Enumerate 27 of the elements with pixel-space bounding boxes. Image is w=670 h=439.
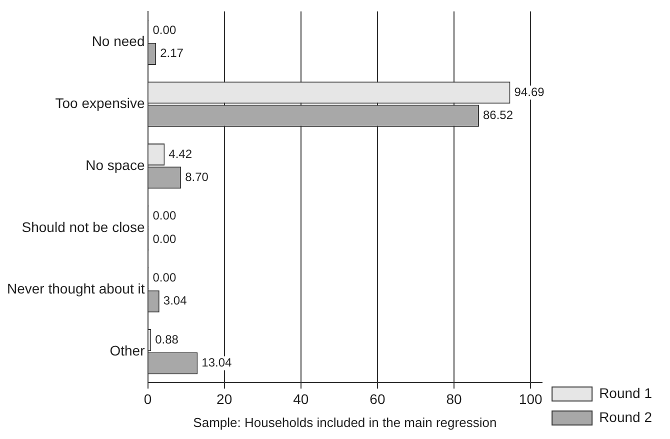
data-label: 2.17: [160, 46, 184, 60]
data-label: 0.00: [152, 208, 176, 223]
data-label: 86.52: [482, 108, 514, 122]
data-label: 94.69: [514, 84, 545, 99]
legend-label: Round 2: [599, 408, 652, 425]
legend-label: Round 1: [599, 384, 652, 401]
x-tick-label: 60: [370, 390, 386, 407]
y-tick-label: Too expensive: [55, 95, 145, 112]
y-tick-label: No space: [86, 156, 145, 173]
data-label: 8.70: [185, 170, 209, 184]
y-tick-label: No need: [92, 33, 145, 50]
data-label: 0.00: [152, 23, 176, 38]
y-tick-label: Should not be close: [22, 218, 145, 235]
x-axis-title: Sample: Households included in the main regression: [193, 414, 497, 430]
data-label: 4.42: [168, 146, 192, 161]
data-label: 0.88: [155, 332, 179, 346]
y-tick-label: Other: [110, 342, 146, 359]
data-label: 3.04: [163, 294, 188, 308]
x-tick-label: 0: [144, 390, 152, 407]
x-tick-label: 100: [518, 390, 542, 407]
x-tick-label: 40: [293, 390, 309, 407]
x-tick-label: 80: [446, 390, 462, 407]
y-tick-label: Never thought about it: [6, 280, 145, 297]
x-tick-label: 20: [216, 390, 232, 407]
data-label: 0.00: [152, 232, 176, 246]
data-label: 13.04: [202, 356, 232, 370]
data-label: 0.00: [152, 270, 176, 285]
